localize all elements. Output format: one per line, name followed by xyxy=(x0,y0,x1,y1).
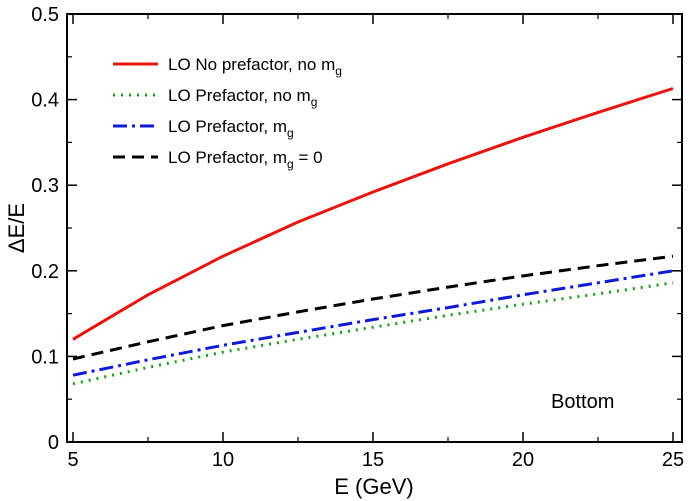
legend: LO No prefactor, no mg LO Prefactor, no m… xyxy=(113,55,342,171)
series-layer xyxy=(72,87,674,386)
legend-label-4: LO Prefactor, mg = 0 xyxy=(168,148,323,171)
y-tick-label: 0.1 xyxy=(31,346,59,368)
series-line-1 xyxy=(72,87,674,341)
legend-label-1: LO No prefactor, no mg xyxy=(168,55,342,78)
x-tick-label: 10 xyxy=(212,449,234,471)
y-axis-label: ΔE/E xyxy=(4,203,29,253)
ticks-layer: 5 10 15 20 25 0 0.1 0.2 0.3 0.4 0.5 xyxy=(31,4,684,471)
x-tick-label: 25 xyxy=(662,449,684,471)
series-line-2 xyxy=(72,281,674,386)
y-tick-label: 0.4 xyxy=(31,90,59,112)
y-tick-label: 0 xyxy=(48,432,59,454)
x-tick-label: 5 xyxy=(67,449,78,471)
series-line-4 xyxy=(72,254,674,361)
annotation-bottom: Bottom xyxy=(551,391,614,413)
y-tick-label: 0.3 xyxy=(31,175,59,197)
x-tick-label: 20 xyxy=(512,449,534,471)
legend-label-3: LO Prefactor, mg xyxy=(168,117,294,140)
x-tick-label: 15 xyxy=(362,449,384,471)
legend-label-2: LO Prefactor, no mg xyxy=(168,86,317,109)
x-axis-label: E (GeV) xyxy=(334,474,413,499)
series-line-3 xyxy=(72,269,674,377)
y-tick-label: 0.5 xyxy=(31,4,59,26)
plot-frame xyxy=(66,13,683,443)
y-tick-label: 0.2 xyxy=(31,261,59,283)
